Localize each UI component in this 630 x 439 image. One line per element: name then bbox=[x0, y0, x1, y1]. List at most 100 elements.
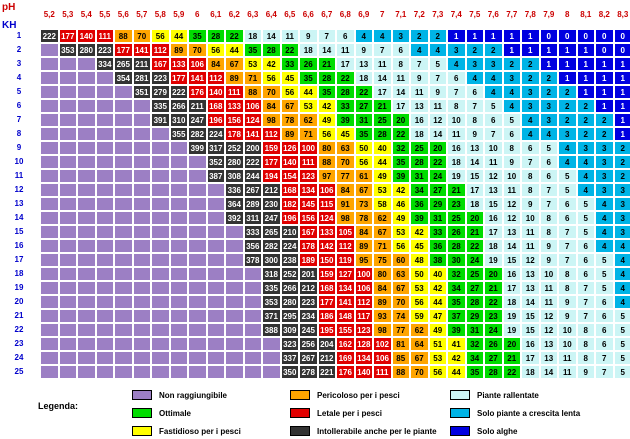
legend-swatch-in bbox=[290, 426, 310, 436]
unreachable-cell bbox=[132, 239, 151, 253]
kh-row-header: 22 bbox=[14, 325, 24, 334]
co2-value-cell: 3 bbox=[595, 155, 614, 169]
unreachable-cell bbox=[225, 281, 244, 295]
unreachable-cell bbox=[40, 155, 59, 169]
co2-value-cell: 16 bbox=[447, 141, 466, 155]
ph-column-header: 8,3 bbox=[617, 10, 629, 19]
unreachable-cell bbox=[169, 267, 188, 281]
kh-row-header: 12 bbox=[14, 185, 24, 194]
unreachable-cell bbox=[95, 225, 114, 239]
co2-value-cell: 222 bbox=[169, 85, 188, 99]
co2-value-cell: 13 bbox=[354, 57, 373, 71]
co2-value-cell: 22 bbox=[465, 239, 484, 253]
co2-value-cell: 42 bbox=[447, 351, 466, 365]
co2-value-cell: 22 bbox=[336, 71, 355, 85]
co2-value-cell: 3 bbox=[521, 85, 540, 99]
co2-value-cell: 267 bbox=[243, 183, 262, 197]
unreachable-cell bbox=[132, 127, 151, 141]
co2-value-cell: 33 bbox=[280, 57, 299, 71]
co2-value-cell: 3 bbox=[558, 127, 577, 141]
unreachable-cell bbox=[225, 309, 244, 323]
co2-value-cell: 45 bbox=[280, 71, 299, 85]
co2-value-cell: 23 bbox=[484, 309, 503, 323]
unreachable-cell bbox=[40, 113, 59, 127]
co2-value-cell: 56 bbox=[391, 239, 410, 253]
unreachable-cell bbox=[77, 211, 96, 225]
co2-value-cell: 7 bbox=[595, 365, 614, 379]
co2-value-cell: 2 bbox=[613, 155, 630, 169]
co2-value-cell: 20 bbox=[391, 113, 410, 127]
co2-value-cell: 16 bbox=[484, 211, 503, 225]
co2-value-cell: 25 bbox=[447, 211, 466, 225]
co2-value-cell: 279 bbox=[151, 85, 170, 99]
co2-value-cell: 12 bbox=[539, 323, 558, 337]
co2-value-cell: 1 bbox=[576, 43, 595, 57]
unreachable-cell bbox=[77, 281, 96, 295]
unreachable-cell bbox=[114, 281, 133, 295]
unreachable-cell bbox=[132, 337, 151, 351]
unreachable-cell bbox=[95, 323, 114, 337]
unreachable-cell bbox=[188, 351, 207, 365]
co2-value-cell: 156 bbox=[299, 211, 318, 225]
co2-value-cell: 7 bbox=[558, 239, 577, 253]
co2-value-cell: 1 bbox=[521, 29, 540, 43]
unreachable-cell bbox=[132, 141, 151, 155]
co2-value-cell: 13 bbox=[502, 225, 521, 239]
co2-value-cell: 12 bbox=[539, 309, 558, 323]
co2-value-cell: 378 bbox=[243, 253, 262, 267]
co2-value-cell: 8 bbox=[576, 337, 595, 351]
co2-value-cell: 13 bbox=[521, 267, 540, 281]
co2-value-cell: 3 bbox=[613, 183, 630, 197]
co2-value-cell: 106 bbox=[373, 351, 392, 365]
co2-value-cell: 20 bbox=[484, 267, 503, 281]
legend-swatch-sp bbox=[450, 408, 470, 418]
co2-value-cell: 111 bbox=[225, 85, 244, 99]
co2-value-cell: 70 bbox=[132, 29, 151, 43]
co2-value-cell: 282 bbox=[262, 239, 281, 253]
unreachable-cell bbox=[95, 337, 114, 351]
co2-value-cell: 1 bbox=[613, 127, 630, 141]
co2-value-cell: 352 bbox=[206, 155, 225, 169]
unreachable-cell bbox=[40, 351, 59, 365]
co2-value-cell: 16 bbox=[502, 267, 521, 281]
unreachable-cell bbox=[151, 267, 170, 281]
co2-value-cell: 29 bbox=[465, 309, 484, 323]
co2-value-cell: 371 bbox=[262, 309, 281, 323]
co2-value-cell: 4 bbox=[502, 85, 521, 99]
co2-value-cell: 14 bbox=[373, 71, 392, 85]
co2-value-cell: 3 bbox=[465, 57, 484, 71]
co2-value-cell: 59 bbox=[410, 309, 429, 323]
co2-value-cell: 6 bbox=[391, 43, 410, 57]
co2-value-cell: 53 bbox=[391, 225, 410, 239]
co2-value-cell: 280 bbox=[225, 155, 244, 169]
co2-value-cell: 280 bbox=[280, 295, 299, 309]
co2-value-cell: 35 bbox=[465, 365, 484, 379]
co2-value-cell: 3 bbox=[391, 29, 410, 43]
unreachable-cell bbox=[114, 351, 133, 365]
unreachable-cell bbox=[169, 337, 188, 351]
co2-value-cell: 13 bbox=[484, 183, 503, 197]
unreachable-cell bbox=[151, 211, 170, 225]
legend-label-le: Letale per i pesci bbox=[317, 409, 382, 418]
co2-value-cell: 21 bbox=[447, 183, 466, 197]
kh-row-header: 20 bbox=[14, 297, 24, 306]
co2-value-cell: 53 bbox=[243, 57, 262, 71]
co2-value-cell: 67 bbox=[280, 99, 299, 113]
co2-value-cell: 13 bbox=[410, 99, 429, 113]
unreachable-cell bbox=[225, 295, 244, 309]
unreachable-cell bbox=[58, 309, 77, 323]
co2-value-cell: 2 bbox=[613, 141, 630, 155]
unreachable-cell bbox=[95, 197, 114, 211]
unreachable-cell bbox=[95, 141, 114, 155]
co2-value-cell: 10 bbox=[558, 337, 577, 351]
kh-row-header: 18 bbox=[14, 269, 24, 278]
unreachable-cell bbox=[151, 197, 170, 211]
unreachable-cell bbox=[77, 323, 96, 337]
co2-value-cell: 1 bbox=[595, 71, 614, 85]
unreachable-cell bbox=[243, 351, 262, 365]
co2-value-cell: 6 bbox=[595, 337, 614, 351]
co2-value-cell: 3 bbox=[447, 43, 466, 57]
co2-value-cell: 1 bbox=[465, 29, 484, 43]
co2-value-cell: 28 bbox=[317, 71, 336, 85]
unreachable-cell bbox=[58, 211, 77, 225]
